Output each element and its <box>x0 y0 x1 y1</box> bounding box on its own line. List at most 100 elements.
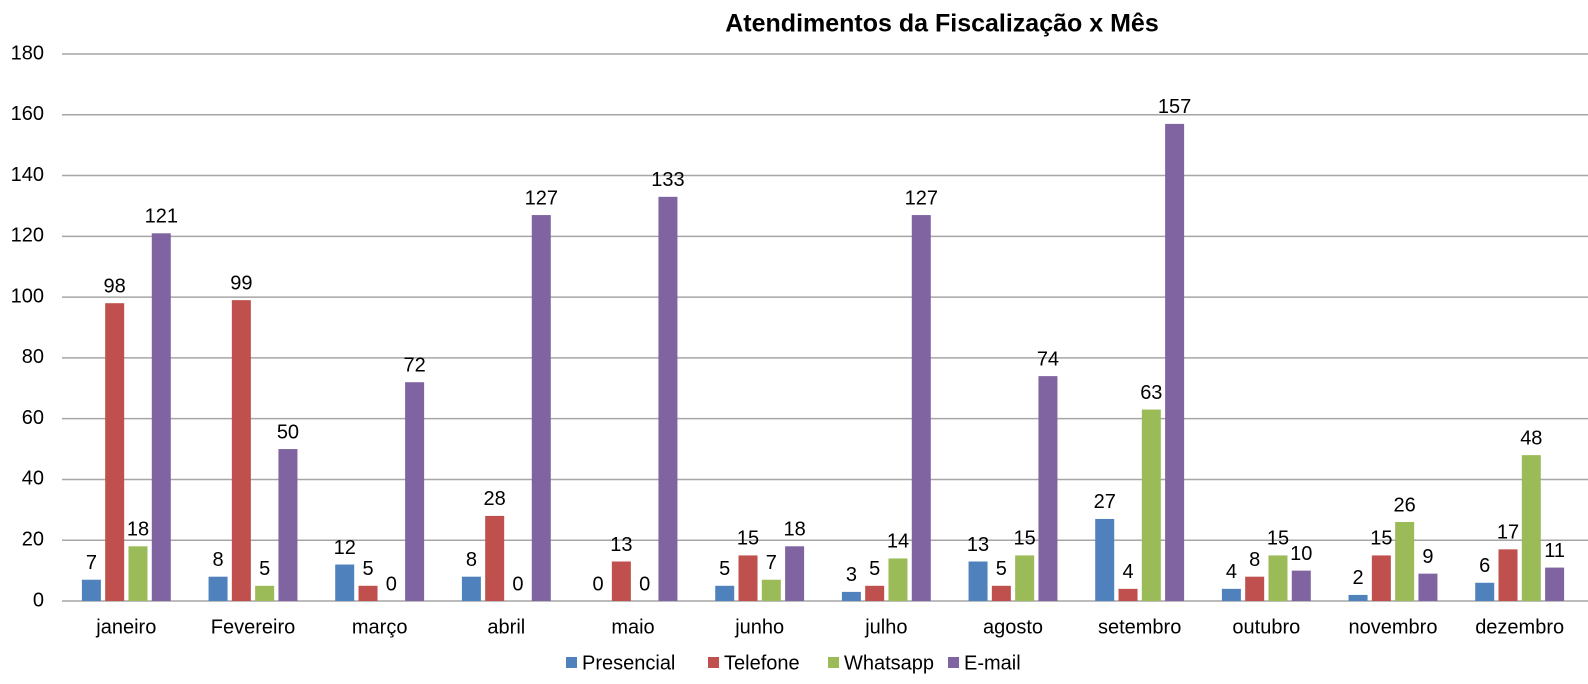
bar <box>738 555 758 601</box>
chart-title: Atendimentos da Fiscalização x Mês <box>725 10 1158 38</box>
data-label: 8 <box>1249 549 1260 571</box>
bar <box>1165 123 1185 602</box>
data-label: 0 <box>639 573 650 595</box>
bar <box>278 449 298 601</box>
bar <box>968 561 988 601</box>
x-tick-label: outubro <box>1232 616 1300 638</box>
bar <box>715 585 735 601</box>
data-label: 72 <box>403 354 425 376</box>
x-tick-label: setembro <box>1098 616 1181 638</box>
data-label: 0 <box>386 573 397 595</box>
bar <box>1118 588 1138 601</box>
data-label: 4 <box>1226 561 1237 583</box>
data-label: 99 <box>230 272 252 294</box>
data-label: 0 <box>592 573 603 595</box>
data-label: 5 <box>869 558 880 580</box>
bar <box>151 233 171 602</box>
x-tick-label: Fevereiro <box>211 616 295 638</box>
data-label: 7 <box>86 552 97 574</box>
bar <box>335 564 355 601</box>
bar <box>1498 549 1518 601</box>
data-label: 8 <box>212 549 223 571</box>
bar <box>485 515 505 601</box>
data-label: 8 <box>466 549 477 571</box>
data-label: 5 <box>362 558 373 580</box>
bar <box>1221 588 1241 601</box>
bar <box>1095 518 1115 601</box>
data-label: 18 <box>783 519 805 541</box>
data-label: 50 <box>277 421 299 443</box>
bar <box>1038 376 1058 601</box>
y-tick-label: 60 <box>22 407 44 429</box>
y-tick-label: 100 <box>11 285 44 307</box>
data-label: 0 <box>512 573 523 595</box>
bar <box>658 196 678 602</box>
x-tick-label: novembro <box>1349 616 1438 638</box>
bar <box>128 546 148 601</box>
x-tick-label: março <box>352 616 408 638</box>
legend-label: Presencial <box>582 652 675 674</box>
bar <box>208 576 228 601</box>
data-label: 3 <box>846 564 857 586</box>
data-label: 15 <box>1267 528 1289 550</box>
data-label: 5 <box>259 558 270 580</box>
data-label: 133 <box>651 169 684 191</box>
x-tick-label: julho <box>864 616 907 638</box>
legend-label: Whatsapp <box>844 652 934 674</box>
data-label: 17 <box>1497 522 1519 544</box>
bar <box>1475 582 1495 601</box>
legend-label: Telefone <box>724 652 800 674</box>
data-label: 7 <box>766 552 777 574</box>
x-tick-label: dezembro <box>1475 616 1564 638</box>
bar <box>105 303 125 601</box>
y-tick-label: 0 <box>33 589 44 611</box>
bar <box>1291 570 1311 601</box>
bar <box>1418 573 1438 601</box>
y-tick-label: 40 <box>22 468 44 490</box>
y-tick-label: 20 <box>22 529 44 551</box>
legend-label: E-mail <box>964 652 1021 674</box>
data-label: 18 <box>127 519 149 541</box>
bar <box>1141 409 1161 601</box>
data-label: 13 <box>610 534 632 556</box>
bar <box>1545 567 1565 601</box>
data-label: 15 <box>1014 528 1036 550</box>
x-tick-label: abril <box>487 616 525 638</box>
bar <box>1521 455 1541 601</box>
bar <box>1245 576 1265 601</box>
data-label: 127 <box>525 187 558 209</box>
x-tick-label: janeiro <box>95 616 156 638</box>
y-tick-label: 80 <box>22 346 44 368</box>
bar <box>531 215 551 602</box>
bar <box>841 591 861 601</box>
x-tick-label: agosto <box>983 616 1043 638</box>
bar <box>1348 594 1368 601</box>
bar <box>611 561 631 601</box>
bar <box>358 585 378 601</box>
data-label: 26 <box>1394 494 1416 516</box>
y-tick-label: 160 <box>11 103 44 125</box>
bar <box>405 382 425 601</box>
bar <box>81 579 101 601</box>
data-label: 15 <box>1370 528 1392 550</box>
data-label: 28 <box>484 488 506 510</box>
y-tick-label: 120 <box>11 225 44 247</box>
data-label: 14 <box>887 531 909 553</box>
data-label: 98 <box>104 275 126 297</box>
data-label: 27 <box>1094 491 1116 513</box>
data-label: 127 <box>905 187 938 209</box>
legend-swatch <box>708 657 719 668</box>
data-label: 6 <box>1479 555 1490 577</box>
y-tick-label: 140 <box>11 164 44 186</box>
data-label: 2 <box>1352 567 1363 589</box>
data-label: 121 <box>145 206 178 228</box>
bar <box>1395 521 1415 601</box>
data-label: 74 <box>1037 348 1059 370</box>
y-tick-label: 180 <box>11 42 44 64</box>
bar <box>991 585 1011 601</box>
bar <box>231 300 251 601</box>
data-label: 10 <box>1290 543 1312 565</box>
data-label: 4 <box>1122 561 1133 583</box>
legend-swatch <box>948 657 959 668</box>
